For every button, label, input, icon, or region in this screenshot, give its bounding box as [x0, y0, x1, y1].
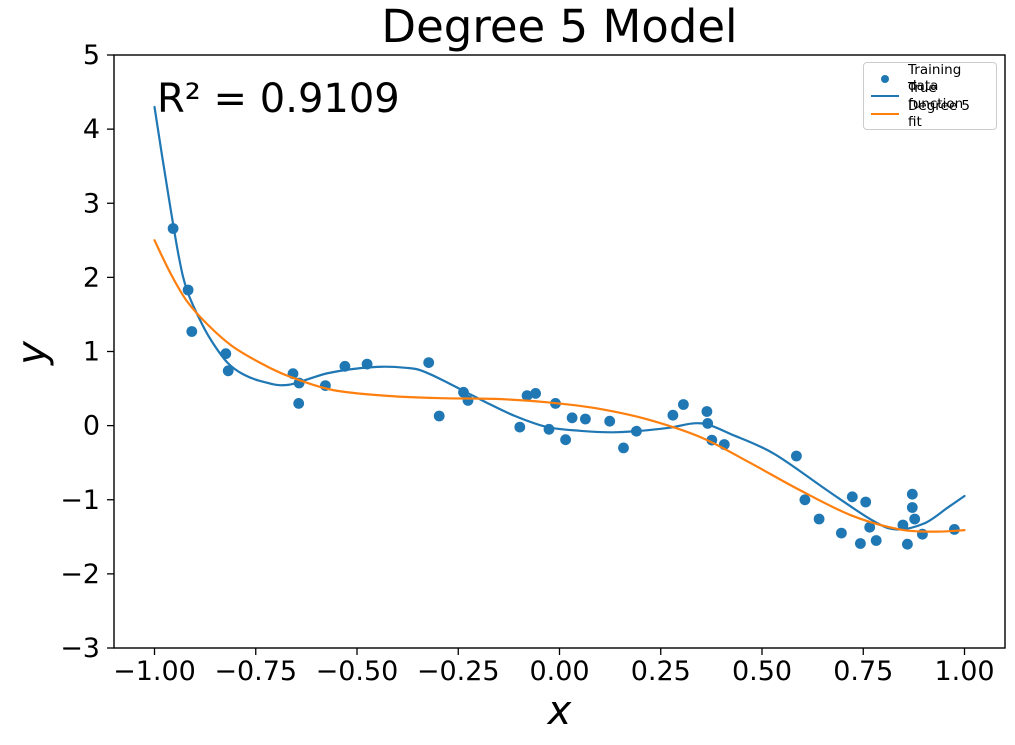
x-axis-label: x [547, 688, 572, 734]
y-tick-label: 5 [83, 40, 100, 71]
legend-item-true-function: True function [871, 80, 988, 112]
scatter-point [580, 413, 591, 425]
x-tick-label: −0.25 [417, 656, 500, 687]
scatter-point [799, 494, 811, 506]
scatter-point [186, 326, 198, 337]
y-tick-label: −2 [60, 559, 100, 590]
line-marker-icon [871, 107, 899, 121]
x-tick-label: 0.00 [529, 656, 589, 687]
scatter-point [667, 409, 679, 421]
x-tick-label: 1.00 [934, 656, 994, 687]
y-tick-label: 2 [83, 262, 100, 293]
scatter-marker-icon [871, 71, 899, 85]
scatter-point [560, 434, 571, 446]
x-tick-label: 0.50 [732, 656, 792, 687]
y-tick-label: −1 [60, 485, 100, 516]
scatter-point [906, 502, 918, 513]
legend-label: Degree 5 fit [908, 98, 971, 130]
scatter-point [514, 421, 526, 433]
y-tick-label: 3 [83, 188, 100, 219]
x-tick-label: −1.00 [113, 656, 196, 687]
y-tick-label: −3 [60, 633, 100, 664]
x-tick-label: 0.75 [833, 656, 893, 687]
x-tick-label: −0.50 [316, 656, 399, 687]
chart-title: Degree 5 Model [381, 0, 738, 53]
scatter-point [902, 538, 913, 550]
legend-item-training-data: Training data [871, 62, 988, 94]
scatter-point [860, 496, 872, 508]
scatter-point [836, 527, 847, 539]
scatter-point [618, 442, 629, 454]
true-function-curve [153, 105, 966, 531]
scatter-point [521, 390, 533, 401]
scatter-point [701, 406, 713, 417]
scatter-point [846, 491, 858, 503]
scatter-point [791, 450, 802, 462]
axes-frame [113, 54, 1006, 649]
scatter-point [566, 412, 578, 424]
scatter-point [293, 398, 305, 409]
y-tick-label: 4 [83, 114, 100, 145]
legend: Training data True function Degree 5 fit [863, 62, 997, 130]
degree-5-fit-curve [153, 239, 966, 533]
scatter-point [870, 535, 882, 546]
scatter-point [909, 513, 921, 525]
y-tick-label: 0 [83, 411, 100, 442]
scatter-point [433, 410, 445, 422]
scatter-point [813, 513, 825, 525]
scatter-point [423, 357, 435, 368]
scatter-point [222, 365, 234, 377]
scatter-point [462, 395, 474, 406]
x-tick-label: −0.75 [214, 656, 297, 687]
legend-label: True function [908, 80, 964, 112]
y-tick-label: 1 [83, 337, 100, 368]
scatter-point [897, 519, 909, 531]
scatter-point [530, 388, 541, 399]
y-axis-label: y [9, 341, 55, 365]
scatter-point [604, 415, 616, 427]
scatter-point [678, 399, 689, 410]
legend-label: Training data [908, 62, 962, 94]
r-squared-annotation: R² = 0.9109 [157, 76, 400, 122]
scatter-point [949, 524, 960, 535]
scatter-point [855, 538, 866, 549]
scatter-point [906, 488, 918, 500]
legend-item-degree5-fit: Degree 5 fit [871, 98, 988, 130]
line-marker-icon [871, 89, 899, 103]
x-tick-label: 0.25 [631, 656, 691, 687]
scatter-point [864, 521, 876, 533]
